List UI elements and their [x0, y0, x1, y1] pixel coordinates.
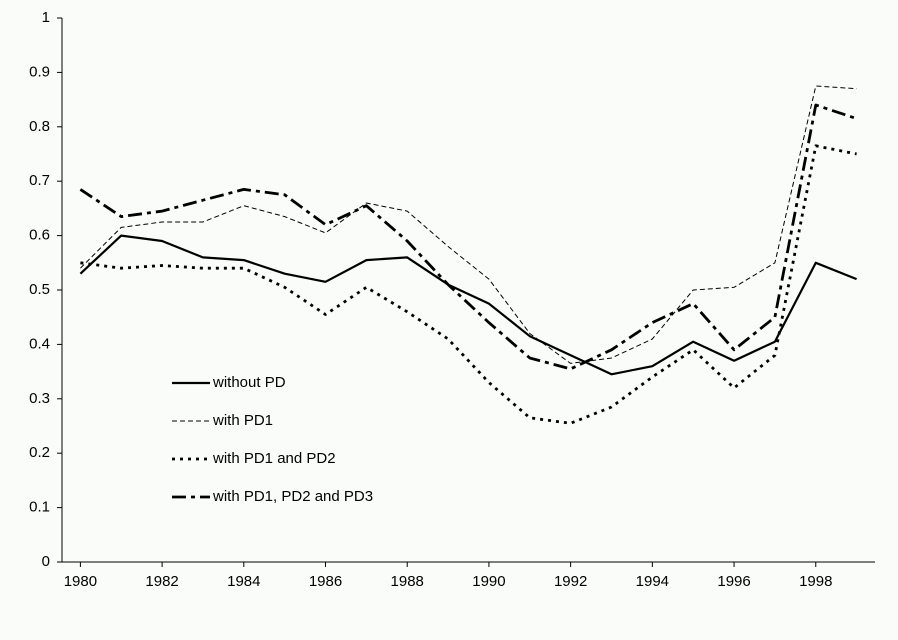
x-tick-label: 1988 [391, 573, 424, 590]
y-tick-label: 0.4 [29, 335, 50, 352]
y-tick-label: 0.8 [29, 118, 50, 135]
y-tick-label: 0.6 [29, 227, 50, 244]
series-line [80, 144, 857, 425]
y-tick-label: 0.5 [29, 281, 50, 298]
y-tick-label: 1 [42, 9, 50, 26]
y-tick-label: 0.9 [29, 63, 50, 80]
x-tick-label: 1980 [64, 573, 97, 590]
x-tick-label: 1984 [227, 573, 260, 590]
y-tick-label: 0 [42, 553, 50, 570]
series-line [79, 234, 858, 376]
legend-label: with PD1 and PD2 [212, 450, 336, 467]
legend-label: without PD [212, 374, 286, 391]
y-tick-label: 0.2 [29, 444, 50, 461]
series-line [80, 85, 857, 364]
series-line [79, 103, 858, 371]
y-tick-label: 0.3 [29, 390, 50, 407]
x-tick-label: 1982 [145, 573, 178, 590]
x-tick-label: 1994 [636, 573, 669, 590]
legend-label: with PD1, PD2 and PD3 [212, 488, 373, 505]
y-tick-label: 0.1 [29, 499, 50, 516]
x-tick-label: 1996 [717, 573, 750, 590]
x-tick-label: 1990 [472, 573, 505, 590]
legend-label: with PD1 [212, 412, 273, 429]
x-tick-label: 1998 [799, 573, 832, 590]
x-tick-label: 1992 [554, 573, 587, 590]
y-tick-label: 0.7 [29, 172, 50, 189]
x-tick-label: 1986 [309, 573, 342, 590]
